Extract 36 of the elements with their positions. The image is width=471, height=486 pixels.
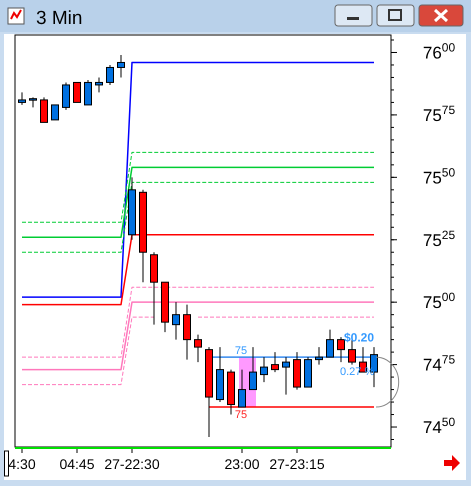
candlestick (282, 356, 290, 396)
candlestick (249, 346, 257, 390)
y-tick-label: 75$^{75}$ (422, 102, 456, 125)
candlestick (40, 96, 48, 123)
y-tick-label: 76$^{00}$ (422, 40, 456, 62)
candlestick (51, 104, 59, 120)
candlestick (62, 82, 70, 110)
annotation: 75 (234, 409, 248, 422)
candlestick (315, 346, 323, 366)
annotation: 75 (234, 345, 248, 358)
y-tick-label: 74$^{50}$ (422, 415, 456, 438)
y-tick-label: 75$^{00}$ (422, 290, 456, 312)
annotation: $0.20 (344, 330, 374, 345)
candlestick (106, 64, 114, 86)
candlestick (271, 352, 279, 373)
candlestick (238, 369, 246, 408)
x-tick-label: 04:45 (59, 456, 95, 472)
candlestick (326, 329, 334, 358)
y-tick-label: 74$^{75}$ (422, 352, 456, 375)
x-tick-label: 27-22:30 (104, 456, 160, 472)
candlestick (194, 334, 202, 363)
candlestick (18, 92, 26, 106)
y-tick-label: 75$^{50}$ (422, 165, 456, 188)
candlestick (337, 336, 345, 363)
candlestick (117, 54, 125, 78)
y-tick-label: 75$^{25}$ (422, 228, 456, 250)
candlestick (260, 356, 268, 383)
chart-title: 3 Min (36, 8, 82, 29)
candlestick (29, 96, 37, 108)
x-tick-label: 23:00 (224, 456, 260, 472)
x-tick-label: 27-23:15 (269, 456, 325, 472)
candlestick (84, 79, 92, 106)
candlestick (73, 82, 81, 103)
x-tick-label: 4:30 (8, 456, 36, 472)
candlestick (95, 76, 103, 93)
candlestick (172, 302, 180, 340)
